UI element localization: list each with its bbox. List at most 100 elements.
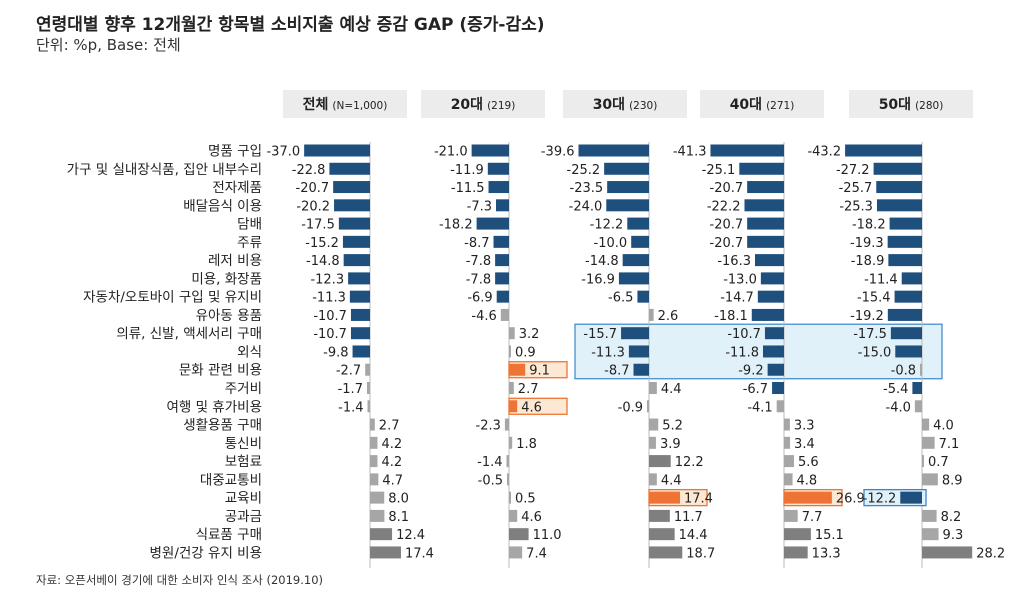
data-label: 7.4 xyxy=(526,546,547,561)
data-label: 28.2 xyxy=(976,546,1005,561)
bar xyxy=(637,290,649,303)
data-label: 8.1 xyxy=(388,510,409,525)
data-label: -11.8 xyxy=(725,345,759,360)
bar xyxy=(370,491,385,504)
chart-title: 연령대별 향후 12개월간 항목별 소비지출 예상 증감 GAP (증가-감소) xyxy=(36,15,545,35)
series-header: 20대 (219) xyxy=(451,97,516,113)
category-label: 명품 구입 xyxy=(208,144,262,160)
bar xyxy=(772,382,784,395)
data-label: -10.0 xyxy=(594,236,628,251)
data-label: -11.3 xyxy=(312,291,346,306)
bar xyxy=(633,363,649,376)
bar xyxy=(329,162,370,175)
data-label: 5.6 xyxy=(798,455,819,470)
data-label: -10.7 xyxy=(313,309,347,324)
bar xyxy=(506,455,509,468)
data-label: 3.3 xyxy=(794,419,815,434)
bar xyxy=(487,162,509,175)
bar xyxy=(649,473,657,486)
data-label: -18.2 xyxy=(852,218,886,233)
bar xyxy=(845,144,922,157)
bar xyxy=(476,217,509,230)
data-label: -18.1 xyxy=(714,309,748,324)
bar xyxy=(621,327,649,340)
series-header-box xyxy=(700,90,824,118)
data-label: 2.7 xyxy=(518,382,539,397)
bar xyxy=(627,217,649,230)
data-label: -12.3 xyxy=(310,272,344,287)
bar xyxy=(333,181,370,194)
category-label: 문화 관련 비용 xyxy=(179,363,262,379)
bar xyxy=(876,181,922,194)
bar xyxy=(784,546,808,559)
bar xyxy=(922,473,938,486)
data-label: -43.2 xyxy=(807,145,841,160)
data-label: 15.1 xyxy=(815,528,844,543)
category-label: 대중교통비 xyxy=(200,472,262,488)
bar xyxy=(352,345,370,358)
category-label: 유아동 용품 xyxy=(196,308,262,324)
data-label: -0.9 xyxy=(618,400,643,415)
data-label: -4.1 xyxy=(747,400,772,415)
data-label: -5.4 xyxy=(883,382,908,397)
bar xyxy=(604,162,649,175)
bar xyxy=(784,455,794,468)
data-label: -8.7 xyxy=(464,236,489,251)
category-label: 주거비 xyxy=(225,381,262,397)
data-label: 9.1 xyxy=(529,364,550,379)
category-label: 여행 및 휴가비용 xyxy=(166,399,262,415)
series-header-box xyxy=(283,90,407,118)
data-label: -1.4 xyxy=(477,455,502,470)
data-label: -15.7 xyxy=(583,327,617,342)
bar xyxy=(784,528,811,541)
data-label: 8.9 xyxy=(942,473,963,488)
data-label: -6.7 xyxy=(743,382,768,397)
data-label: -7.8 xyxy=(466,272,491,287)
data-label: 12.2 xyxy=(675,455,704,470)
bar xyxy=(710,144,784,157)
bar xyxy=(895,345,922,358)
data-label: -20.7 xyxy=(710,218,744,233)
data-label: 26.9 xyxy=(836,492,865,507)
bar xyxy=(747,217,784,230)
data-label: -11.9 xyxy=(450,163,484,178)
category-label: 의류, 신발, 액세서리 구매 xyxy=(116,326,262,342)
series-header: 50대 (280) xyxy=(879,97,944,113)
bar xyxy=(784,418,790,431)
data-label: -27.2 xyxy=(836,163,870,178)
bar xyxy=(578,144,649,157)
bar xyxy=(509,528,529,541)
category-label: 공과금 xyxy=(225,509,262,525)
bar xyxy=(370,455,378,468)
bar xyxy=(370,418,375,431)
bar xyxy=(760,272,784,285)
bar xyxy=(649,308,654,321)
data-label: 3.4 xyxy=(794,437,815,452)
bar xyxy=(887,235,922,248)
bar xyxy=(350,308,370,321)
data-label: -25.7 xyxy=(839,181,873,196)
bar xyxy=(370,546,401,559)
bar xyxy=(922,528,939,541)
bar xyxy=(754,254,784,267)
bar xyxy=(889,217,922,230)
data-label: 14.4 xyxy=(679,528,708,543)
bar xyxy=(618,272,649,285)
data-label: 17.4 xyxy=(405,546,434,561)
data-label: -14.8 xyxy=(306,254,340,269)
data-label: 4.7 xyxy=(382,473,403,488)
data-label: -15.4 xyxy=(857,291,891,306)
data-label: -4.0 xyxy=(886,400,911,415)
bar xyxy=(647,400,649,413)
bar xyxy=(509,345,511,358)
bar xyxy=(739,162,784,175)
data-label: -17.5 xyxy=(853,327,887,342)
data-label: -9.8 xyxy=(323,345,348,360)
bar xyxy=(747,235,784,248)
bar xyxy=(922,455,924,468)
bar xyxy=(744,199,784,212)
category-label: 주류 xyxy=(237,235,262,251)
data-label: -11.5 xyxy=(451,181,485,196)
data-label: 4.4 xyxy=(661,382,682,397)
